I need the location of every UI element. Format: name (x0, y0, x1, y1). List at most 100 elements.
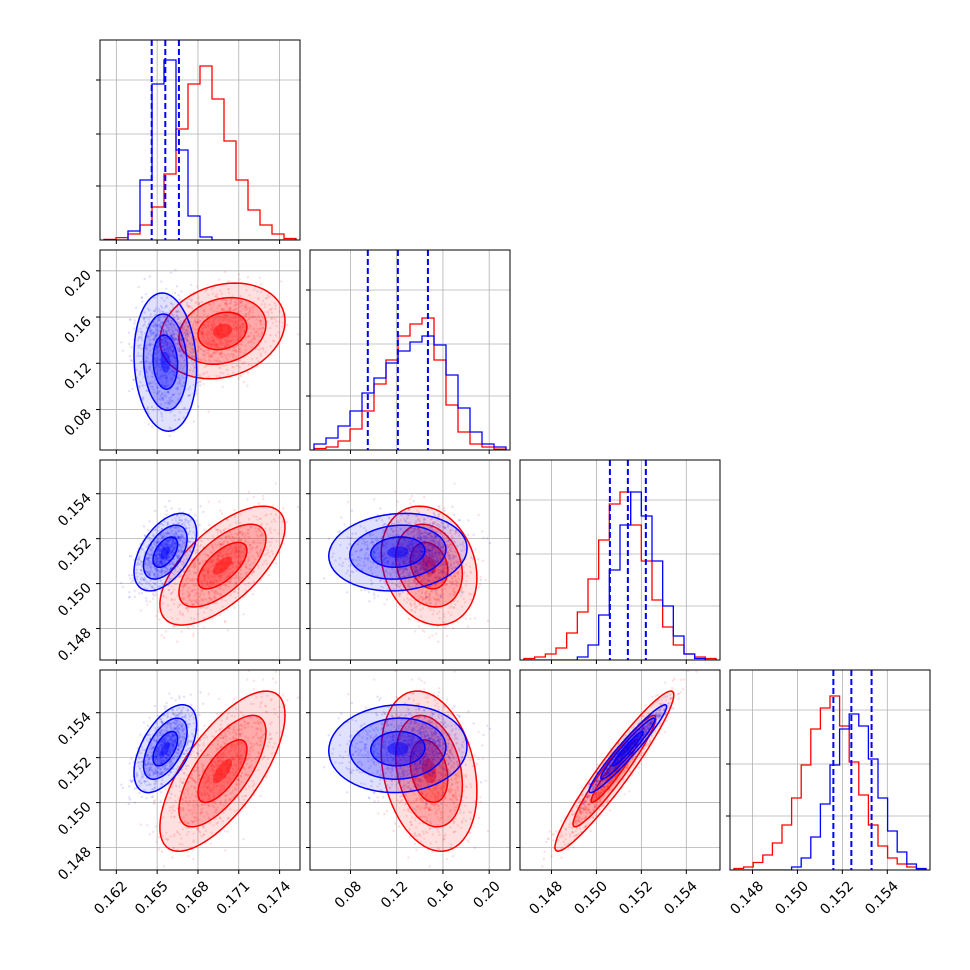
sample-point-blue (149, 365, 152, 368)
sample-point-blue (142, 525, 146, 528)
sample-point-blue (154, 323, 158, 327)
sample-point-red (437, 640, 440, 643)
sample-point-blue (163, 352, 166, 356)
sample-point-blue (174, 329, 177, 332)
sample-point-red (213, 343, 217, 346)
sample-point-blue (171, 374, 175, 377)
sample-point-red (260, 323, 263, 326)
sample-point-blue (172, 349, 175, 352)
sample-point-blue (166, 400, 170, 403)
sample-point-blue (171, 337, 175, 340)
sample-point-blue (178, 382, 182, 386)
sample-point-red (207, 337, 211, 341)
sample-point-red (271, 339, 275, 343)
sample-point-red (237, 303, 241, 306)
sample-point-red (255, 318, 258, 321)
sample-point-blue (169, 427, 173, 431)
sample-point-blue (150, 329, 154, 333)
sample-point-red (223, 270, 227, 274)
sample-point-blue (162, 342, 166, 345)
histogram-red (313, 317, 507, 450)
sample-point-blue (170, 336, 174, 340)
sample-point-red (178, 322, 181, 325)
sample-point-blue (164, 395, 168, 398)
sample-point-red (216, 306, 219, 310)
sample-point-red (214, 323, 217, 326)
sample-point-red (219, 371, 222, 374)
sample-point-red (197, 302, 201, 306)
sample-point-red (186, 304, 190, 308)
sample-point-blue (164, 391, 167, 394)
sample-point-blue (139, 337, 143, 340)
sample-point-blue (181, 384, 185, 388)
sample-point-red (215, 316, 218, 319)
sample-point-red (232, 313, 236, 317)
sample-point-red (177, 381, 181, 384)
sample-point-red (242, 329, 246, 333)
sample-point-red (222, 353, 226, 356)
sample-point-red (451, 627, 455, 630)
sample-point-blue (162, 351, 165, 355)
sample-point-red (216, 337, 219, 340)
sample-point-blue (167, 402, 170, 405)
sample-point-red (254, 323, 258, 326)
sample-point-red (221, 337, 224, 340)
sample-point-blue (159, 362, 162, 365)
sample-point-blue (170, 399, 174, 402)
sample-point-blue (180, 326, 183, 329)
sample-point-blue (167, 349, 170, 352)
sample-point-blue (154, 352, 157, 355)
sample-point-blue (133, 595, 137, 599)
sample-point-red (258, 320, 262, 323)
sample-point-red (417, 625, 421, 628)
sample-point-red (223, 345, 226, 348)
sample-point-red (248, 310, 252, 314)
sample-point-blue (156, 357, 159, 360)
sample-point-red (249, 341, 253, 344)
sample-point-red (194, 327, 197, 330)
sample-point-red (252, 495, 256, 499)
sample-point-blue (155, 333, 159, 337)
sample-point-blue (161, 361, 164, 364)
sample-point-red (151, 597, 155, 600)
sample-point-red (241, 304, 245, 307)
sample-point-blue (165, 330, 168, 334)
sample-point-red (206, 314, 209, 318)
sample-point-red (202, 350, 205, 353)
sample-point-red (184, 331, 187, 335)
sample-point-blue (175, 310, 178, 313)
sample-point-blue (149, 381, 153, 385)
sample-point-blue (161, 311, 165, 314)
sample-point-blue (154, 332, 157, 335)
sample-point-blue (177, 341, 181, 345)
sample-point-red (207, 293, 210, 297)
sample-point-red (188, 305, 191, 308)
sample-point-red (222, 308, 225, 311)
sample-point-blue (164, 340, 167, 343)
sample-point-red (224, 303, 227, 306)
sample-point-blue (166, 344, 169, 347)
sample-point-blue (159, 338, 162, 341)
sample-point-red (204, 339, 208, 343)
sample-point-red (208, 303, 211, 306)
sample-point-blue (182, 381, 186, 384)
sample-point-red (234, 301, 238, 304)
sample-point-blue (157, 397, 161, 401)
sample-point-red (234, 321, 237, 324)
sample-point-blue (140, 360, 143, 363)
sample-point-red (207, 523, 211, 527)
sample-point-blue (168, 358, 172, 362)
sample-point-red (481, 530, 484, 533)
sample-point-blue (137, 346, 140, 350)
sample-point-blue (165, 376, 169, 379)
sample-point-red (193, 366, 196, 370)
sample-point-red (444, 626, 447, 629)
sample-point-red (192, 351, 196, 354)
sample-point-blue (148, 342, 152, 345)
sample-point-blue (175, 387, 178, 390)
sample-point-red (188, 350, 192, 353)
sample-point-blue (179, 320, 182, 323)
sample-point-blue (169, 361, 172, 364)
sample-point-blue (146, 334, 150, 338)
sample-point-blue (159, 367, 162, 371)
